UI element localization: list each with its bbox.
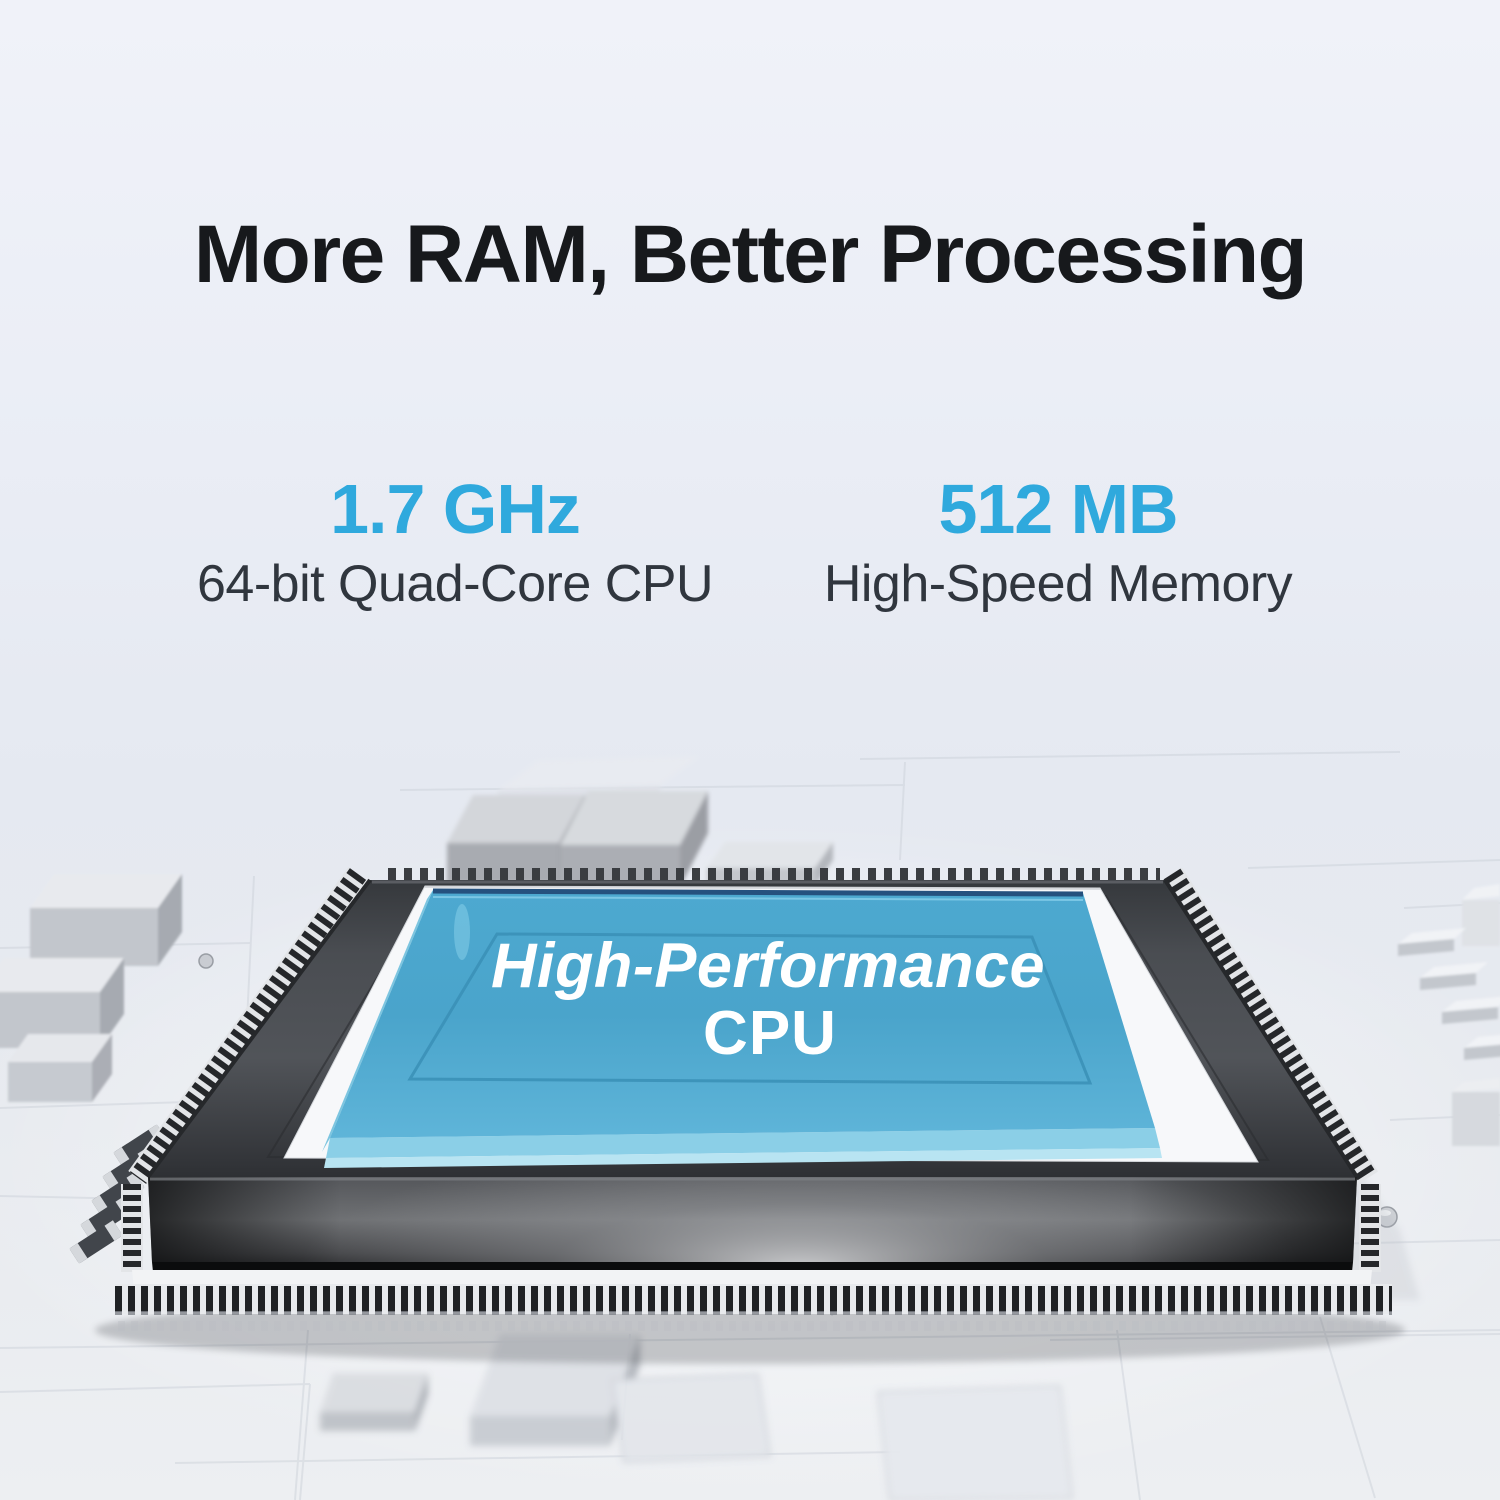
spec-memory: 512 MB High-Speed Memory xyxy=(780,474,1336,610)
background-components-right xyxy=(1398,884,1500,1146)
chip-pins xyxy=(121,866,1381,1272)
spec-cpu: 1.7 GHz 64-bit Quad-Core CPU xyxy=(165,474,745,610)
headline: More RAM, Better Processing xyxy=(193,209,1308,300)
spec-cpu-value: 1.7 GHz xyxy=(330,470,581,548)
spec-memory-label: High-Speed Memory xyxy=(823,555,1293,613)
chip-bottom-pins xyxy=(115,1284,1392,1331)
die-inner-border xyxy=(407,932,1093,1085)
die-label-line1: High-Performance xyxy=(491,931,1045,1001)
cpu-die: High-Performance CPU xyxy=(322,888,1162,1168)
background-components-left xyxy=(0,874,182,1102)
spec-memory-value: 512 MB xyxy=(938,470,1178,548)
die-label-line2: CPU xyxy=(703,999,837,1068)
background-components-top xyxy=(447,756,833,887)
spec-cpu-label: 64-bit Quad-Core CPU xyxy=(197,555,714,613)
